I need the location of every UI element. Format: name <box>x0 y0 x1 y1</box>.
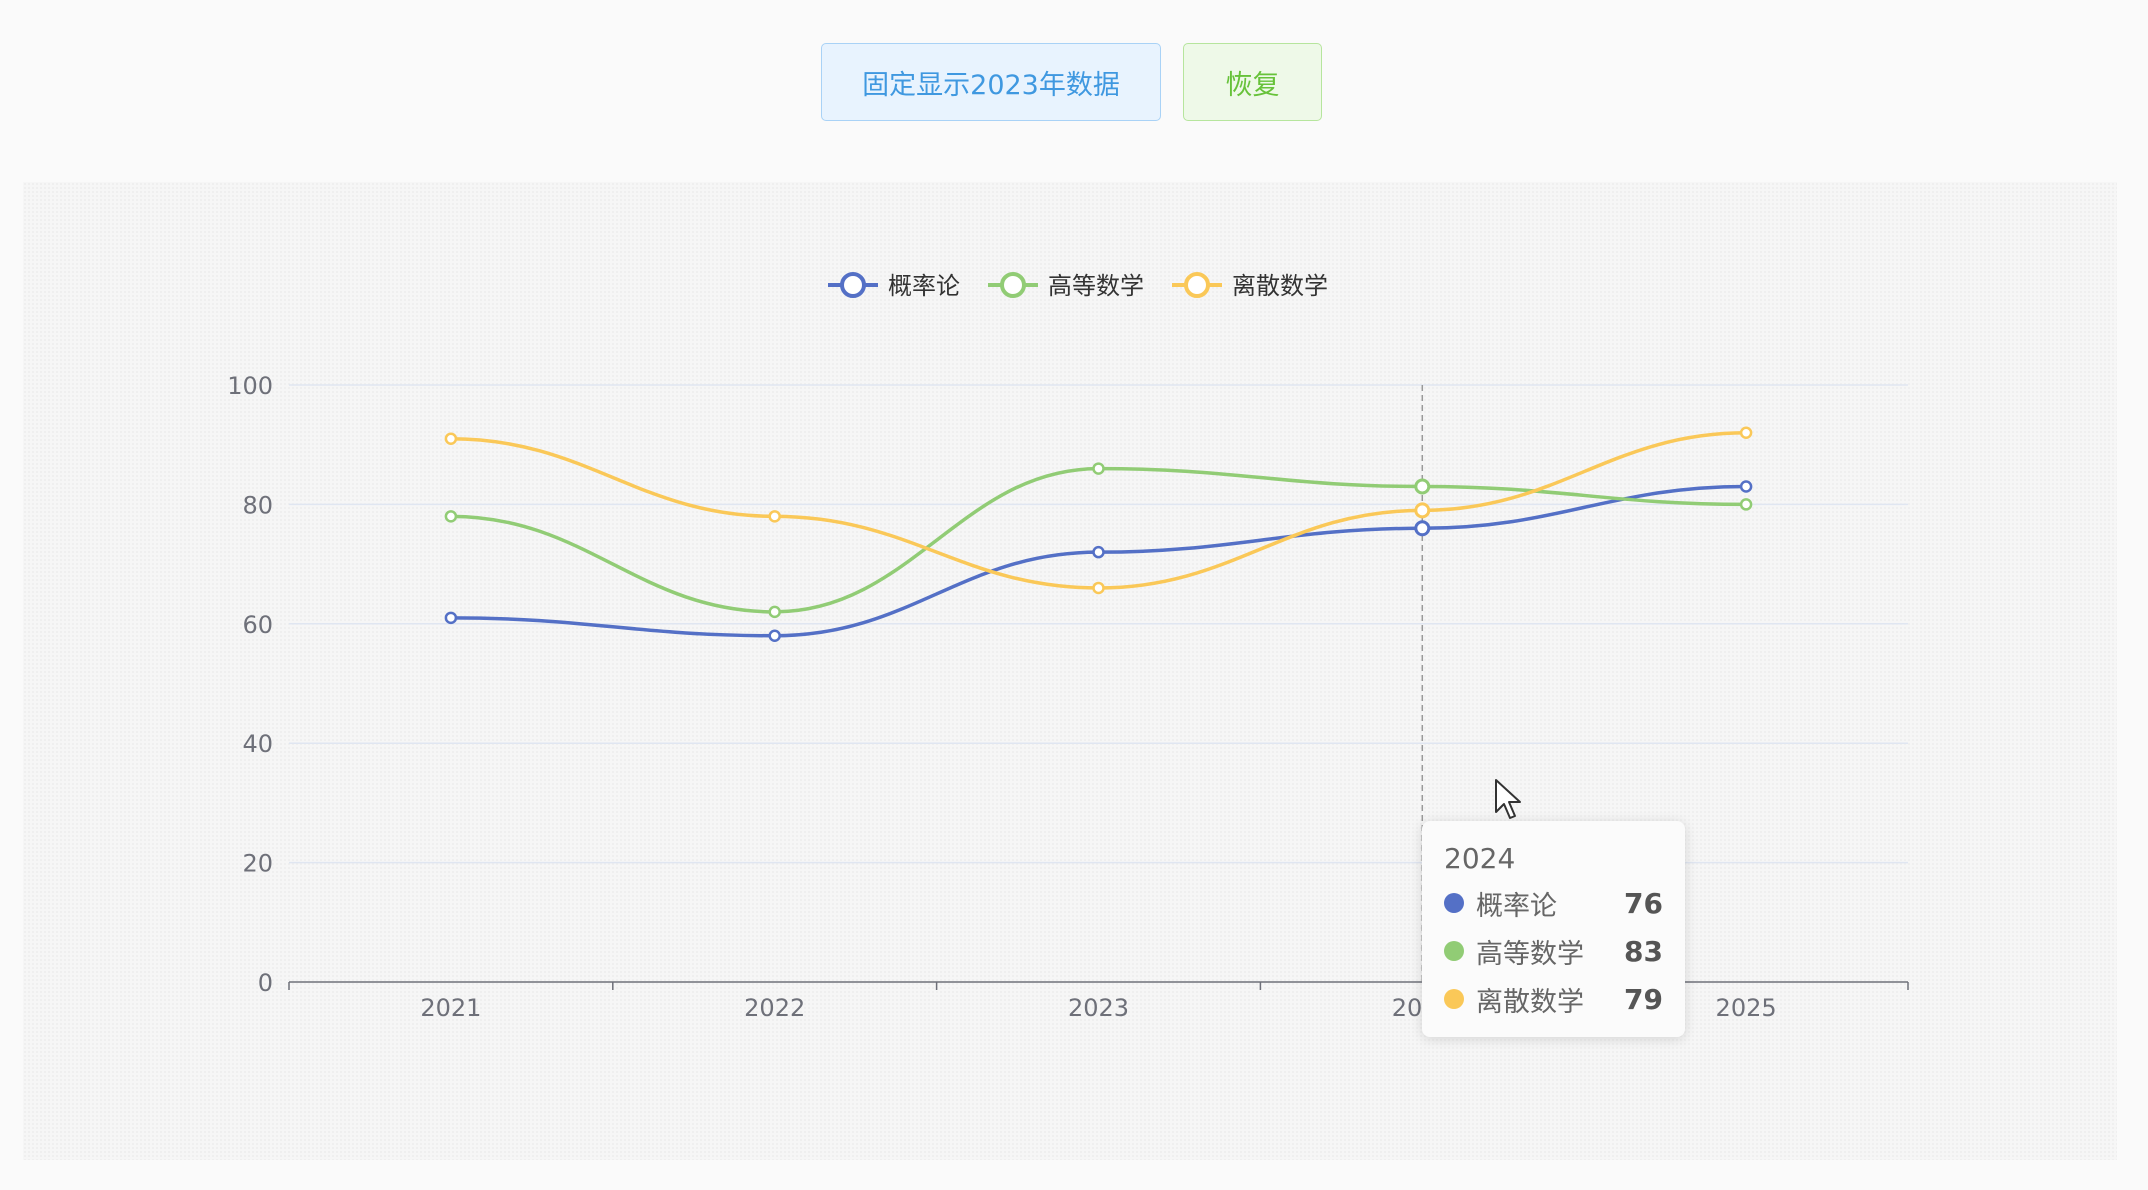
tooltip-title: 2024 <box>1444 842 1516 875</box>
tooltip-dot-icon <box>1444 989 1464 1009</box>
data-point <box>444 510 458 523</box>
y-tick-label: 100 <box>227 372 273 400</box>
legend-label: 高等数学 <box>1048 272 1144 300</box>
data-point <box>768 629 781 642</box>
tooltip-series-value: 76 <box>1624 886 1663 920</box>
data-point <box>1414 502 1431 519</box>
x-tick-label: 2022 <box>744 994 805 1022</box>
data-point <box>768 605 781 619</box>
data-point <box>1739 426 1753 440</box>
restore-button[interactable]: 恢复 <box>1183 43 1322 121</box>
legend-label: 概率论 <box>888 272 960 300</box>
data-point <box>1414 478 1431 495</box>
y-tick-label: 20 <box>242 850 273 878</box>
tooltip-row: 概率论 76 <box>1444 879 1663 927</box>
x-tick-label: 2023 <box>1068 994 1129 1022</box>
chart-panel: 02040608010020212022202320242025概率论高等数学离… <box>23 182 2117 1160</box>
tooltip-series-value: 79 <box>1624 982 1663 1016</box>
series-line <box>450 466 1747 614</box>
data-point <box>444 611 458 625</box>
series-line <box>450 431 1747 590</box>
data-point <box>768 510 781 523</box>
tooltip: 2024 概率论 76 高等数学 83 离散数学 79 <box>1422 821 1685 1037</box>
tooltip-row: 高等数学 83 <box>1444 927 1663 975</box>
tooltip-series-name: 高等数学 <box>1476 938 1584 970</box>
tooltip-row: 离散数学 79 <box>1444 975 1663 1023</box>
legend: 概率论 高等数学 离散数学 <box>828 272 1328 300</box>
legend-circle-icon <box>1000 272 1026 298</box>
tooltip-series-value: 83 <box>1624 934 1663 968</box>
data-point <box>1092 545 1105 559</box>
tooltip-series-name: 概率论 <box>1476 890 1557 922</box>
data-point <box>1414 520 1431 537</box>
legend-label: 离散数学 <box>1232 272 1328 300</box>
tooltip-dot-icon <box>1444 893 1464 913</box>
x-tick-label: 2021 <box>420 994 481 1022</box>
legend-circle-icon <box>1184 272 1210 298</box>
tooltip-dot-icon <box>1444 941 1464 961</box>
mouse-cursor-icon <box>1495 779 1521 819</box>
data-point <box>444 432 458 445</box>
y-tick-label: 0 <box>258 969 273 997</box>
line-chart: 02040608010020212022202320242025概率论高等数学离… <box>227 272 1909 1022</box>
data-point <box>1739 480 1753 493</box>
legend-circle-icon <box>840 272 866 298</box>
y-tick-label: 40 <box>242 730 273 758</box>
data-point <box>1739 498 1753 511</box>
y-tick-label: 60 <box>242 611 273 639</box>
toolbar: 固定显示2023年数据 恢复 <box>0 43 2148 123</box>
tooltip-series-name: 离散数学 <box>1476 986 1584 1018</box>
data-point <box>1092 581 1105 595</box>
y-tick-label: 80 <box>242 491 273 519</box>
fix-2023-data-button[interactable]: 固定显示2023年数据 <box>821 43 1161 121</box>
series-line <box>450 484 1747 638</box>
data-point <box>1092 462 1105 475</box>
x-tick-label: 2025 <box>1716 994 1777 1022</box>
